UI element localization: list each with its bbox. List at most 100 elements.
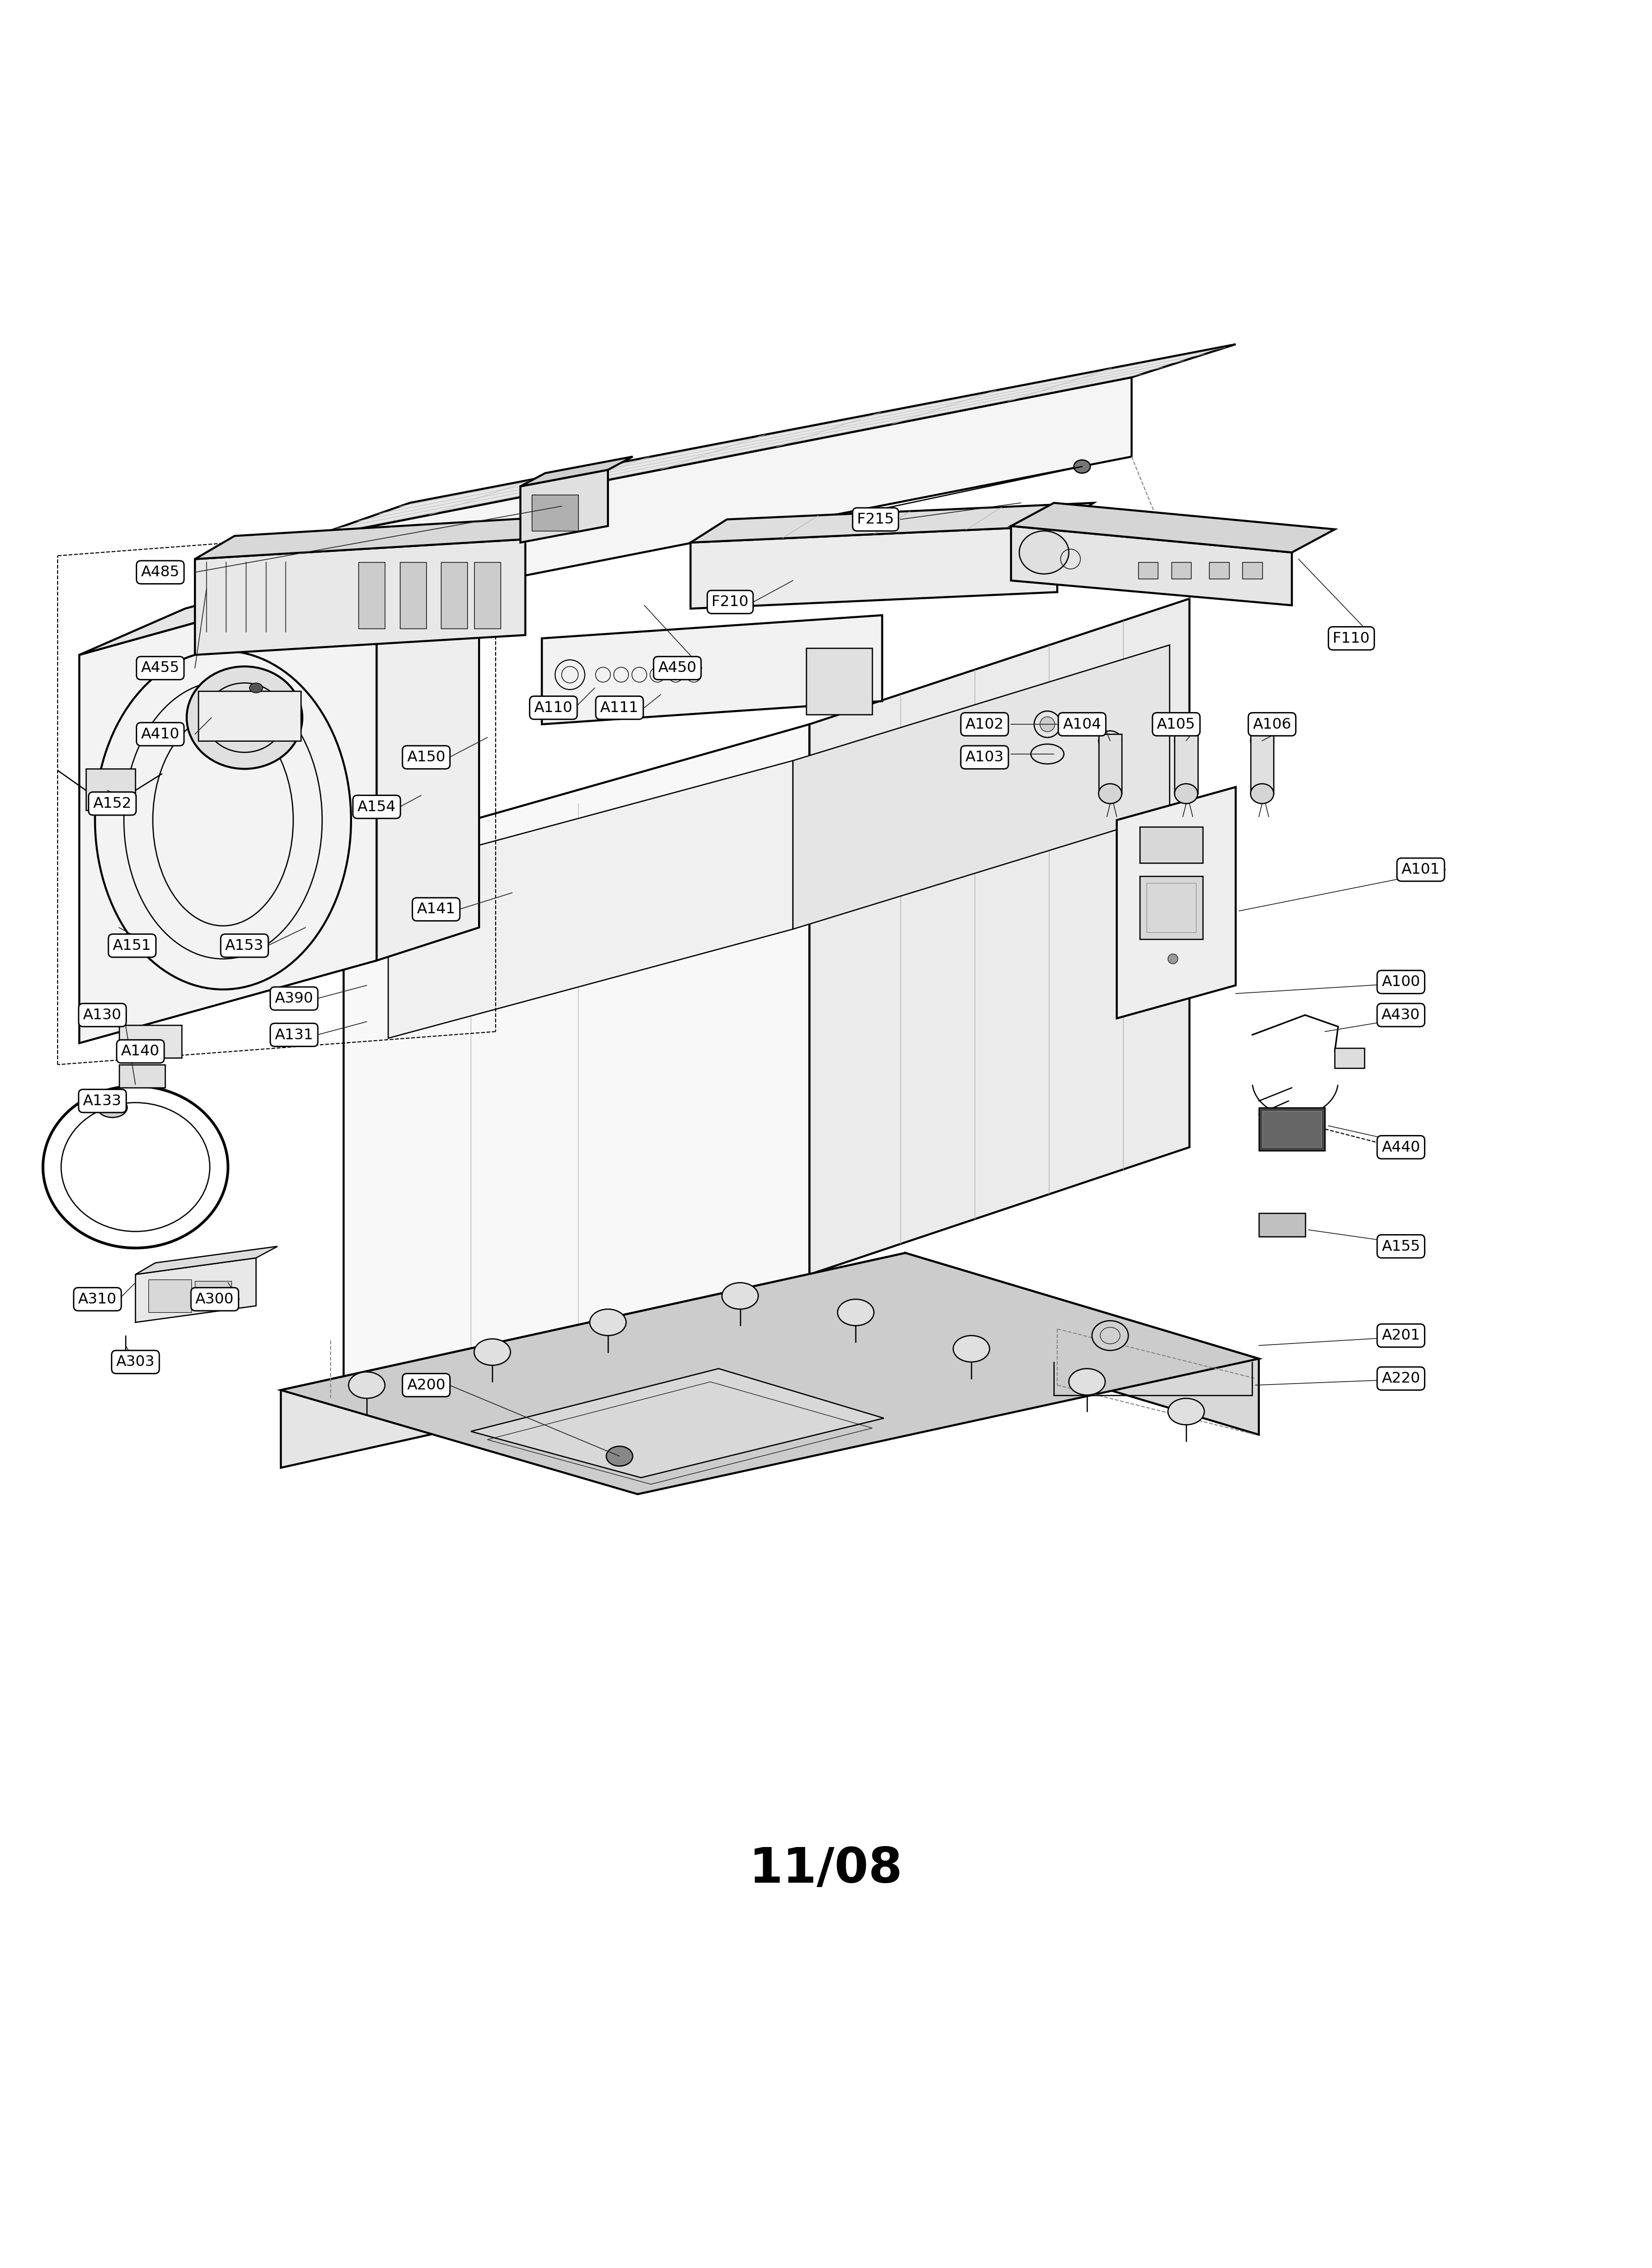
Text: A200: A200 <box>406 1379 446 1393</box>
Polygon shape <box>1011 503 1335 553</box>
Text: A154: A154 <box>357 801 396 814</box>
Text: A111: A111 <box>600 701 639 714</box>
Text: F215: F215 <box>857 513 894 526</box>
Text: F210: F210 <box>712 594 748 610</box>
Text: A303: A303 <box>116 1354 155 1370</box>
Polygon shape <box>281 1252 1259 1495</box>
Ellipse shape <box>1175 730 1198 751</box>
Polygon shape <box>135 1259 256 1322</box>
Ellipse shape <box>1175 785 1198 803</box>
Polygon shape <box>281 1252 905 1467</box>
Bar <box>1138 562 1158 578</box>
Text: A300: A300 <box>195 1293 235 1306</box>
Polygon shape <box>195 540 525 655</box>
Bar <box>1335 1048 1365 1068</box>
Text: A141: A141 <box>416 903 456 916</box>
Bar <box>149 1279 192 1313</box>
Text: A133: A133 <box>83 1093 122 1109</box>
Ellipse shape <box>953 1336 990 1363</box>
Polygon shape <box>79 572 377 1043</box>
Text: A310: A310 <box>78 1293 117 1306</box>
Bar <box>1259 1213 1305 1236</box>
Ellipse shape <box>1069 1368 1105 1395</box>
Ellipse shape <box>1092 1320 1128 1349</box>
Text: A150: A150 <box>406 751 446 764</box>
Polygon shape <box>542 615 882 723</box>
Text: A201: A201 <box>1381 1329 1421 1343</box>
Bar <box>1146 882 1196 932</box>
Ellipse shape <box>187 667 302 769</box>
Text: A430: A430 <box>1381 1007 1421 1023</box>
Ellipse shape <box>1099 785 1122 803</box>
Text: A140: A140 <box>121 1043 160 1059</box>
Text: A153: A153 <box>225 939 264 953</box>
Bar <box>1209 562 1229 578</box>
Bar <box>400 562 426 628</box>
Polygon shape <box>344 723 809 1406</box>
Text: A410: A410 <box>140 728 180 742</box>
Ellipse shape <box>606 1447 633 1465</box>
Ellipse shape <box>590 1309 626 1336</box>
Polygon shape <box>471 1368 884 1479</box>
Ellipse shape <box>117 1352 134 1365</box>
Bar <box>119 1064 165 1089</box>
Ellipse shape <box>1099 730 1122 751</box>
Bar <box>1175 735 1198 794</box>
Polygon shape <box>793 644 1170 930</box>
Text: A103: A103 <box>965 751 1004 764</box>
Bar <box>195 1281 231 1306</box>
Text: A130: A130 <box>83 1007 122 1023</box>
Ellipse shape <box>838 1300 874 1327</box>
Polygon shape <box>306 376 1132 619</box>
Polygon shape <box>691 526 1057 608</box>
Text: A390: A390 <box>274 991 314 1005</box>
Text: A152: A152 <box>93 796 132 810</box>
Text: 11/08: 11/08 <box>748 1846 904 1894</box>
Text: A102: A102 <box>965 717 1004 730</box>
Bar <box>441 562 468 628</box>
Text: A440: A440 <box>1381 1141 1421 1154</box>
Polygon shape <box>809 599 1189 1275</box>
Bar <box>1171 562 1191 578</box>
Text: A220: A220 <box>1381 1372 1421 1386</box>
Polygon shape <box>195 517 565 558</box>
Bar <box>532 494 578 531</box>
Bar <box>474 562 501 628</box>
Polygon shape <box>377 540 479 962</box>
Ellipse shape <box>1168 1399 1204 1424</box>
Bar <box>1259 1107 1325 1150</box>
Text: A450: A450 <box>657 660 697 676</box>
Ellipse shape <box>97 1098 127 1118</box>
Bar <box>86 769 135 810</box>
Ellipse shape <box>349 1372 385 1399</box>
Ellipse shape <box>1074 460 1090 474</box>
Polygon shape <box>306 345 1236 540</box>
Text: A131: A131 <box>274 1027 314 1041</box>
Text: A110: A110 <box>534 701 573 714</box>
Text: A151: A151 <box>112 939 152 953</box>
Polygon shape <box>520 469 608 542</box>
Text: A100: A100 <box>1381 975 1421 989</box>
Text: A485: A485 <box>140 565 180 578</box>
Bar <box>198 692 301 742</box>
Text: F110: F110 <box>1333 631 1370 646</box>
Ellipse shape <box>474 1338 510 1365</box>
Text: A106: A106 <box>1252 717 1292 730</box>
Bar <box>358 562 385 628</box>
Ellipse shape <box>1168 955 1178 964</box>
Text: A101: A101 <box>1401 862 1441 878</box>
Ellipse shape <box>1041 717 1054 733</box>
Polygon shape <box>520 456 633 485</box>
Text: A104: A104 <box>1062 717 1102 730</box>
Polygon shape <box>905 1252 1259 1436</box>
Bar <box>1099 735 1122 794</box>
Polygon shape <box>388 760 793 1039</box>
Ellipse shape <box>722 1284 758 1309</box>
Bar <box>119 1025 182 1057</box>
Polygon shape <box>135 1247 278 1275</box>
Polygon shape <box>691 503 1094 542</box>
Polygon shape <box>1011 526 1292 606</box>
Polygon shape <box>1117 787 1236 1018</box>
Ellipse shape <box>249 683 263 692</box>
Text: A105: A105 <box>1156 717 1196 730</box>
